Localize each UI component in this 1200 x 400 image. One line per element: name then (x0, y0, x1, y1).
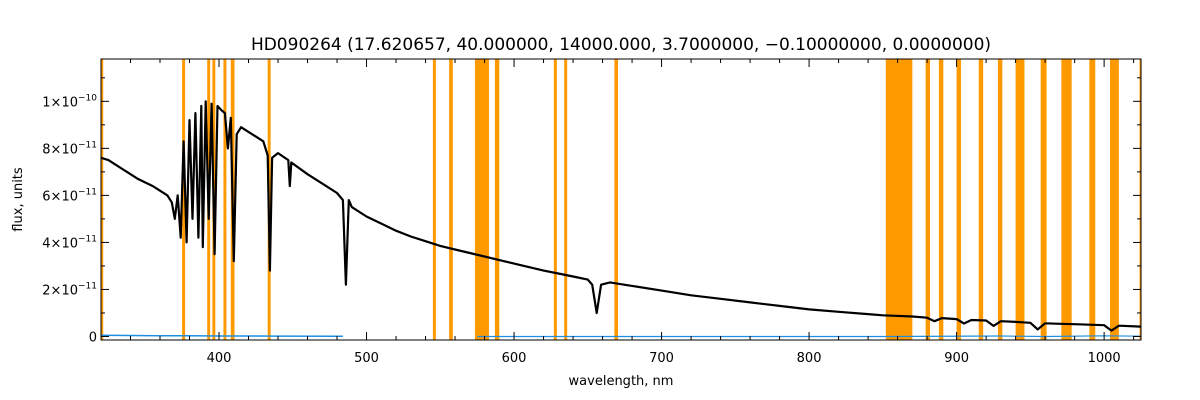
x-tick-label-900: 900 (944, 351, 969, 366)
mask-band-9 (474, 59, 489, 340)
x-tick-label-500: 500 (354, 351, 379, 366)
x-tick-label-700: 700 (649, 351, 674, 366)
y-tick-label-0: 0 (89, 330, 97, 345)
mask-band-23 (1089, 59, 1096, 340)
y-tick-label-2: 4×10−11 (42, 234, 97, 251)
mask-band-10 (494, 59, 500, 340)
series-flux (100, 100, 1142, 332)
mask-band-22 (1061, 59, 1072, 340)
y-axis-label: flux, units (11, 167, 26, 232)
x-axis: 400 500 600 700 800 900 1000 (130, 59, 1135, 366)
mask-band-1 (182, 59, 186, 340)
mask-band-15 (925, 59, 931, 340)
series-error-blue (100, 334, 343, 337)
mask-band-19 (997, 59, 1003, 340)
mask-band-13 (614, 59, 619, 340)
x-tick-label-800: 800 (797, 351, 822, 366)
mask-band-21 (1040, 59, 1047, 340)
chart-title: HD090264 (17.620657, 40.000000, 14000.00… (251, 35, 991, 55)
mask-band-18 (978, 59, 984, 340)
mask-band-11 (553, 59, 557, 340)
mask-band-7 (432, 59, 436, 340)
x-tick-label-400: 400 (207, 351, 232, 366)
mask-band-17 (956, 59, 962, 340)
y-tick-label-3: 6×10−11 (42, 187, 97, 204)
x-tick-label-1000: 1000 (1088, 351, 1121, 366)
mask-band-14 (885, 59, 913, 340)
x-tick-label-600: 600 (502, 351, 527, 366)
mask-band-20 (1015, 59, 1025, 340)
plot-frame (100, 58, 1142, 341)
mask-band-8 (449, 59, 453, 340)
mask-band-0 (101, 59, 104, 340)
series-layer (100, 100, 1142, 338)
mask-band-24 (1110, 59, 1119, 340)
mask-band-16 (938, 59, 944, 340)
y-tick-label-1: 2×10−11 (42, 281, 97, 298)
mask-bands (101, 59, 1142, 340)
x-axis-label: wavelength, nm (569, 374, 674, 389)
y-axis: 0 2×10−11 4×10−11 6×10−11 8×10−11 1×10−10 (42, 77, 1141, 345)
y-tick-label-5: 1×10−10 (42, 93, 97, 110)
mask-band-4 (223, 59, 227, 340)
mask-band-12 (564, 59, 568, 340)
y-tick-label-4: 8×10−11 (42, 140, 97, 157)
